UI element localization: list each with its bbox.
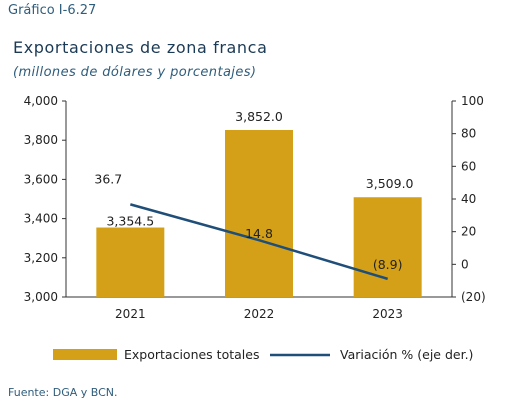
x-tick-label: 2022	[244, 307, 275, 321]
bar-data-label: 3,852.0	[235, 109, 283, 124]
y-right-tick-label: 100	[461, 94, 484, 108]
bar	[225, 130, 293, 297]
bar	[353, 197, 422, 297]
y-right-tick-label: 0	[461, 257, 469, 271]
line-data-label: 14.8	[245, 226, 273, 241]
chart-label: Gráfico I-6.27	[8, 3, 97, 18]
bar-data-label: 3,509.0	[366, 176, 414, 191]
legend-label-bar: Exportaciones totales	[124, 347, 259, 362]
y-right-tick-label: (20)	[461, 290, 486, 304]
y-left-tick-label: 3,200	[24, 251, 58, 265]
series-line	[129, 203, 389, 281]
y-right-tick-label: 20	[461, 225, 476, 239]
y-left-tick-label: 3,000	[24, 290, 58, 304]
y-right-tick-label: 60	[461, 159, 476, 173]
legend-label-line: Variación % (eje der.)	[340, 347, 473, 362]
y-left-tick-label: 4,000	[24, 94, 58, 108]
y-left-tick-label: 3,600	[24, 172, 58, 186]
y-right-tick-label: 80	[461, 127, 476, 141]
y-left-tick-label: 3,800	[24, 133, 58, 147]
line-data-label: 36.7	[94, 171, 122, 186]
bar	[96, 227, 165, 297]
legend-swatch-bar	[53, 349, 117, 360]
chart-subtitle: (millones de dólares y porcentajes)	[13, 65, 257, 80]
y-left-tick-label: 3,400	[24, 212, 58, 226]
x-tick-label: 2021	[115, 307, 146, 321]
y-right-tick-label: 40	[461, 192, 476, 206]
bar-data-label: 3,354.5	[106, 214, 154, 229]
x-tick-label: 2023	[372, 307, 403, 321]
chart-title: Exportaciones de zona franca	[13, 38, 268, 57]
line-data-label: (8.9)	[373, 257, 403, 272]
source-note: Fuente: DGA y BCN.	[8, 386, 118, 399]
